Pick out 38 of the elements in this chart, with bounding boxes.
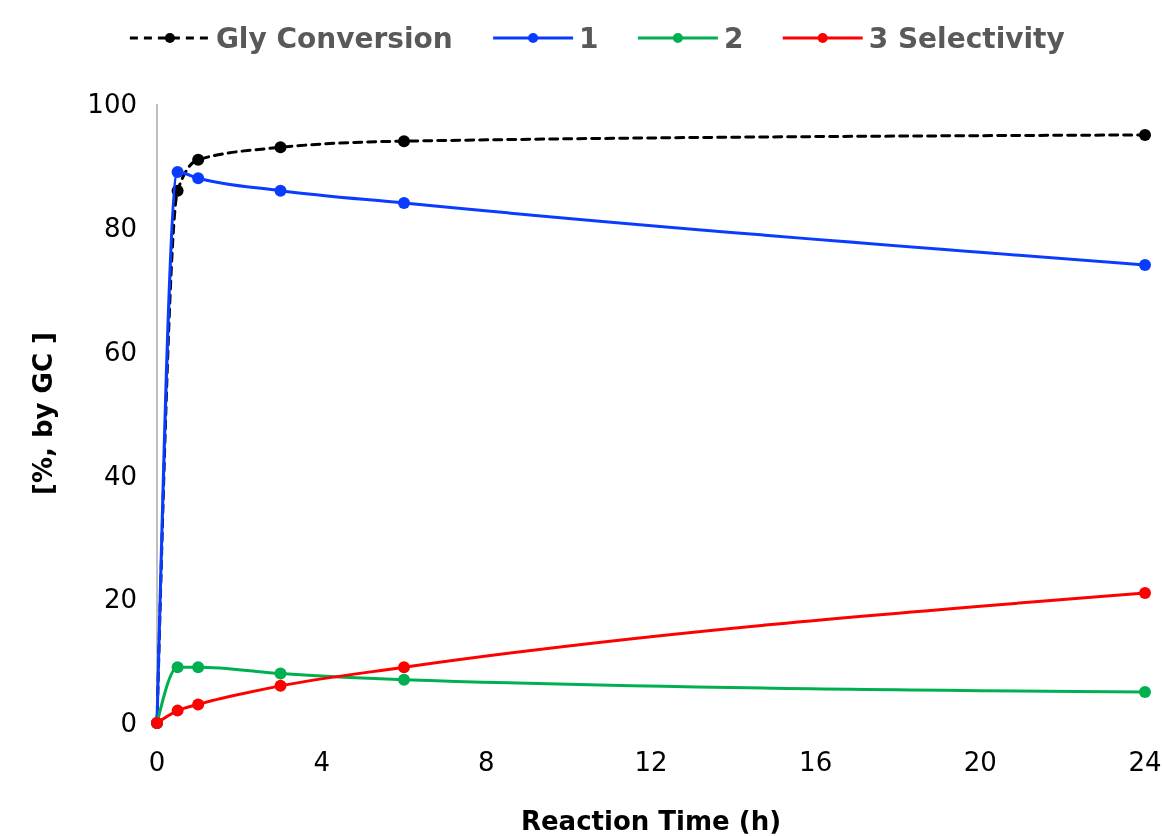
y-tick-label: 20 bbox=[103, 584, 137, 615]
y-tick-label: 60 bbox=[103, 336, 137, 367]
point bbox=[192, 172, 205, 185]
x-tick-label: 20 bbox=[963, 747, 997, 777]
legend-label: 1 bbox=[579, 21, 599, 55]
y-tick-label: 100 bbox=[87, 89, 137, 120]
point bbox=[1139, 128, 1151, 141]
y-tick-label: 40 bbox=[103, 460, 137, 491]
y-axis-title: [%, by GC ] bbox=[28, 332, 58, 495]
x-tick-label: 0 bbox=[148, 747, 166, 777]
point bbox=[192, 698, 205, 711]
point bbox=[274, 679, 287, 692]
point bbox=[171, 166, 184, 179]
x-tick-label: 12 bbox=[634, 747, 668, 777]
point bbox=[1139, 587, 1151, 600]
y-tick-label: 0 bbox=[120, 708, 137, 739]
point bbox=[192, 153, 205, 166]
point bbox=[274, 667, 287, 680]
point bbox=[398, 197, 410, 210]
x-tick-label: 24 bbox=[1128, 747, 1162, 777]
point bbox=[274, 184, 287, 197]
point bbox=[274, 141, 287, 154]
point bbox=[1139, 686, 1151, 699]
x-axis-title: Reaction Time (h) bbox=[520, 806, 782, 836]
legend-label: 2 bbox=[723, 21, 744, 55]
legend-label: Gly Conversion bbox=[215, 21, 453, 55]
x-tick-label: 4 bbox=[313, 747, 330, 777]
point bbox=[398, 661, 410, 674]
x-tick-label: 8 bbox=[478, 747, 495, 777]
legend-label: 3 Selectivity bbox=[868, 21, 1065, 55]
point bbox=[1139, 258, 1151, 271]
point bbox=[398, 673, 410, 686]
point bbox=[171, 661, 184, 674]
point bbox=[398, 135, 410, 148]
x-tick-label: 16 bbox=[799, 747, 833, 777]
y-tick-label: 80 bbox=[103, 212, 137, 243]
point bbox=[192, 661, 205, 674]
point bbox=[171, 704, 184, 717]
